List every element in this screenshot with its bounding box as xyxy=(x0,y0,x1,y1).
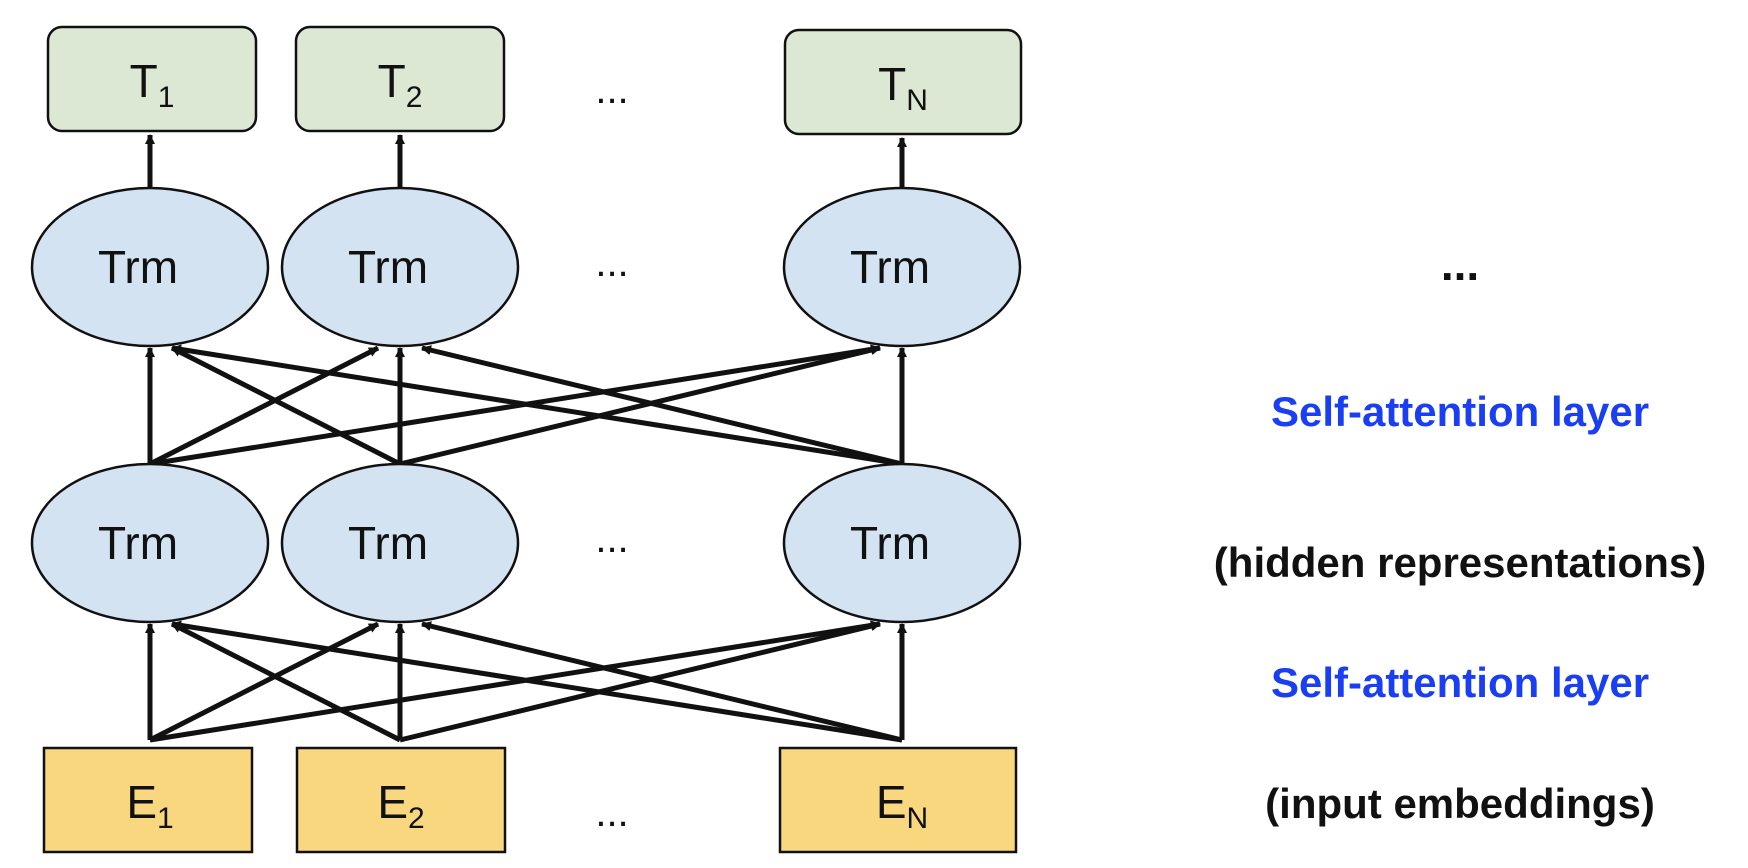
input-label-2: E xyxy=(377,776,408,828)
lower-layer-ellipsis: ... xyxy=(595,517,628,561)
trm-label-lower-1: Trm xyxy=(98,517,178,569)
input-box-1: E1 xyxy=(42,746,254,854)
svg-text:T2: T2 xyxy=(378,55,423,114)
output-box-2: T2 xyxy=(294,25,506,133)
side-label-self-attention-lower: Self-attention layer xyxy=(1271,659,1649,706)
input-ellipsis: ... xyxy=(595,791,628,835)
trm-node-upper-n: Trm xyxy=(782,186,1022,348)
upper-attention-arrow-3-to-1 xyxy=(171,344,903,467)
upper-attention-arrow-2-to-3 xyxy=(399,345,881,467)
output-label-2: T xyxy=(378,55,406,107)
trm-node-lower-2: Trm xyxy=(280,462,520,624)
lower-attention-arrow-2-to-3 xyxy=(399,621,881,743)
output-subscript-1: 1 xyxy=(158,81,175,114)
upper-layer-ellipsis: ... xyxy=(595,241,628,285)
trm-node-lower-1: Trm xyxy=(30,462,270,624)
output-label-1: T xyxy=(130,55,158,107)
upper-attention-arrow-1-to-2 xyxy=(148,345,380,467)
output-label-n: T xyxy=(878,58,906,110)
trm-label-upper-n: Trm xyxy=(850,241,930,293)
trm-label-upper-2: Trm xyxy=(348,241,428,293)
upper-attention-arrow-2-to-1 xyxy=(170,345,402,467)
input-subscript-1: 1 xyxy=(157,802,174,835)
self-attention-connections-upper xyxy=(145,344,907,467)
lower-attention-arrow-1-to-2 xyxy=(148,621,380,743)
input-box-2: E2 xyxy=(295,746,507,854)
input-subscript-2: 2 xyxy=(408,802,425,835)
lower-attention-arrow-3-to-1 xyxy=(171,620,903,743)
input-box-n: EN xyxy=(778,746,1018,854)
upper-attention-arrow-1-to-3 xyxy=(149,344,881,467)
side-label-input-embeddings: (input embeddings) xyxy=(1265,780,1655,827)
output-ellipsis: ... xyxy=(595,68,628,112)
trm-label-lower-2: Trm xyxy=(348,517,428,569)
trm-label-upper-1: Trm xyxy=(98,241,178,293)
trm-label-lower-n: Trm xyxy=(850,517,930,569)
output-box-1: T1 xyxy=(46,25,258,133)
svg-text:T1: T1 xyxy=(130,55,175,114)
output-box-n: TN xyxy=(783,28,1023,136)
svg-text:EN: EN xyxy=(876,776,928,835)
svg-text:E2: E2 xyxy=(377,776,424,835)
lower-attention-arrow-1-to-3 xyxy=(149,620,881,743)
side-label-self-attention-upper: Self-attention layer xyxy=(1271,388,1649,435)
output-subscript-n: N xyxy=(906,84,928,117)
svg-text:E1: E1 xyxy=(126,776,173,835)
lower-attention-arrow-3-to-2 xyxy=(421,621,903,743)
output-subscript-2: 2 xyxy=(406,81,423,114)
side-label-top-ellipsis: ... xyxy=(1441,238,1479,290)
input-subscript-n: N xyxy=(907,802,929,835)
svg-text:TN: TN xyxy=(878,58,928,117)
input-label-n: E xyxy=(876,776,907,828)
self-attention-connections-lower xyxy=(145,620,907,743)
lower-attention-arrow-2-to-1 xyxy=(170,621,402,743)
trm-node-lower-n: Trm xyxy=(782,462,1022,624)
upper-attention-arrow-3-to-2 xyxy=(421,345,903,467)
side-label-hidden-representations: (hidden representations) xyxy=(1214,539,1706,586)
output-connections xyxy=(145,134,907,188)
trm-node-upper-1: Trm xyxy=(30,186,270,348)
input-label-1: E xyxy=(126,776,157,828)
trm-node-upper-2: Trm xyxy=(280,186,520,348)
